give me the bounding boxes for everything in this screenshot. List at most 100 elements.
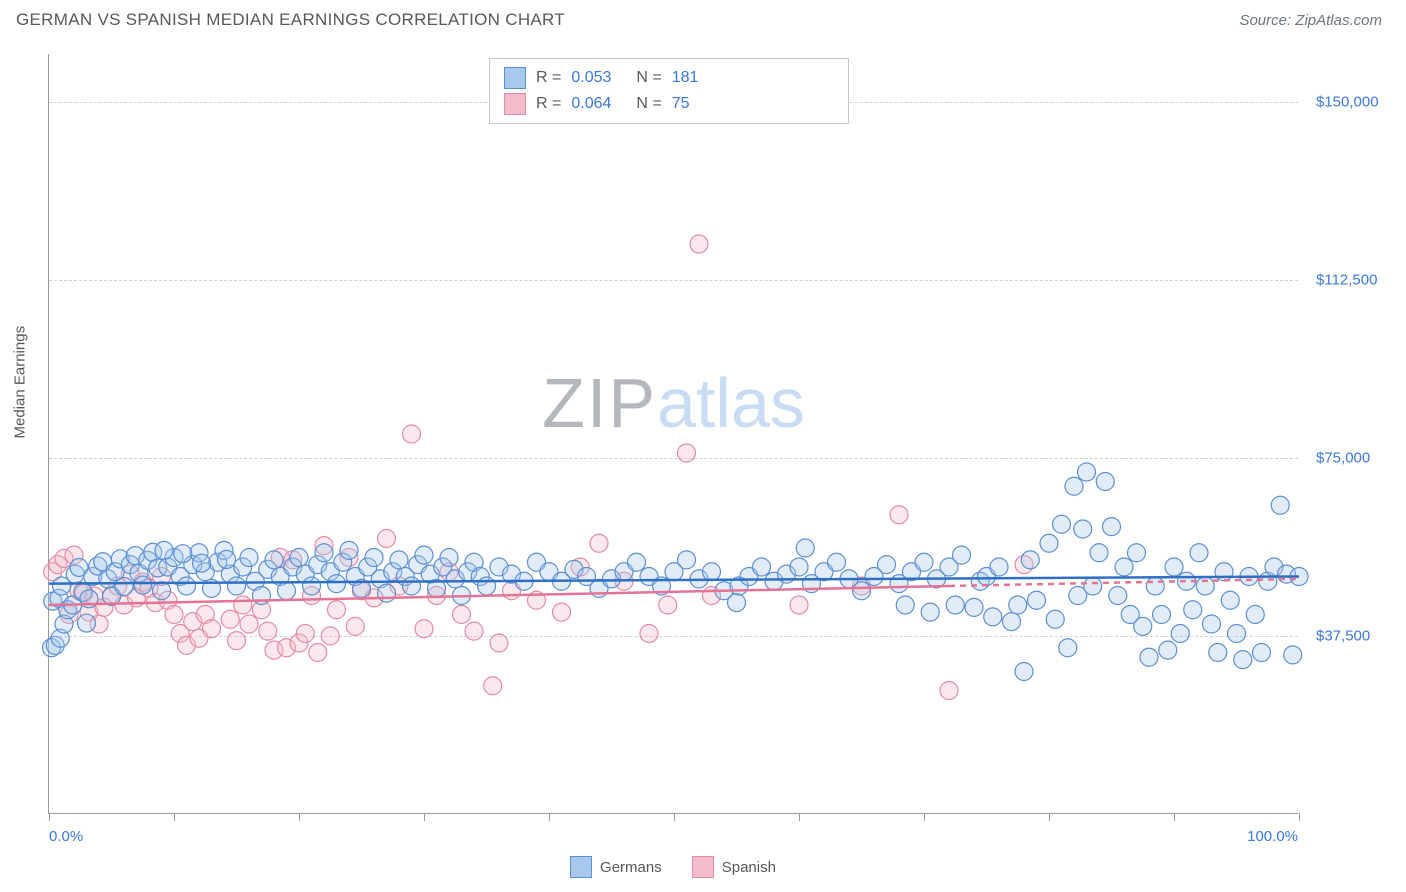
x-axis-max-label: 100.0% xyxy=(1247,828,1298,845)
data-point xyxy=(1284,646,1302,664)
data-point xyxy=(984,608,1002,626)
data-point xyxy=(228,577,246,595)
data-point xyxy=(328,575,346,593)
data-point xyxy=(590,534,608,552)
data-point xyxy=(115,577,133,595)
data-point xyxy=(453,606,471,624)
x-tick xyxy=(1049,813,1050,821)
data-point xyxy=(259,622,277,640)
data-point xyxy=(1190,544,1208,562)
y-tick-label: $75,000 xyxy=(1316,449,1370,466)
x-tick xyxy=(924,813,925,821)
x-tick xyxy=(49,813,50,821)
data-point xyxy=(1153,606,1171,624)
x-tick xyxy=(1174,813,1175,821)
data-point xyxy=(703,563,721,581)
data-point xyxy=(321,627,339,645)
x-axis-min-label: 0.0% xyxy=(49,828,83,845)
data-point xyxy=(1159,641,1177,659)
data-point xyxy=(296,625,314,643)
stats-row-spanish: R = 0.064 N = 75 xyxy=(504,91,834,117)
data-point xyxy=(403,425,421,443)
data-point xyxy=(440,549,458,567)
legend-swatch-spanish xyxy=(692,856,714,878)
n-value-germans: 181 xyxy=(672,69,727,87)
swatch-germans xyxy=(504,67,526,89)
data-point xyxy=(403,577,421,595)
y-tick-label: $150,000 xyxy=(1316,93,1379,110)
data-point xyxy=(1109,587,1127,605)
data-point xyxy=(221,610,239,628)
data-point xyxy=(1003,613,1021,631)
data-point xyxy=(1140,648,1158,666)
x-tick xyxy=(424,813,425,821)
x-tick xyxy=(549,813,550,821)
n-value-spanish: 75 xyxy=(672,95,727,113)
data-point xyxy=(174,545,192,563)
data-point xyxy=(1271,496,1289,514)
data-point xyxy=(1134,617,1152,635)
stats-legend: R = 0.053 N = 181 R = 0.064 N = 75 xyxy=(489,58,849,124)
data-point xyxy=(1096,473,1114,491)
data-point xyxy=(1128,544,1146,562)
data-point xyxy=(828,553,846,571)
source-credit: Source: ZipAtlas.com xyxy=(1239,12,1382,29)
data-point xyxy=(946,596,964,614)
data-point xyxy=(921,603,939,621)
r-value-germans: 0.053 xyxy=(571,69,626,87)
data-point xyxy=(640,625,658,643)
data-point xyxy=(178,577,196,595)
data-point xyxy=(1253,644,1271,662)
data-point xyxy=(478,577,496,595)
data-point xyxy=(1171,625,1189,643)
legend-label-spanish: Spanish xyxy=(722,859,776,876)
r-label-2: R = xyxy=(536,95,561,113)
data-point xyxy=(1090,544,1108,562)
data-point xyxy=(365,549,383,567)
x-tick xyxy=(174,813,175,821)
data-point xyxy=(753,558,771,576)
data-point xyxy=(915,553,933,571)
data-point xyxy=(415,620,433,638)
data-point xyxy=(1209,644,1227,662)
data-point xyxy=(340,541,358,559)
data-point xyxy=(1078,463,1096,481)
data-point xyxy=(1053,515,1071,533)
data-point xyxy=(728,594,746,612)
data-point xyxy=(165,606,183,624)
data-point xyxy=(234,596,252,614)
r-label: R = xyxy=(536,69,561,87)
x-tick xyxy=(1299,813,1300,821)
y-axis-label: Median Earnings xyxy=(12,326,29,439)
data-point xyxy=(990,558,1008,576)
data-point xyxy=(1234,651,1252,669)
swatch-spanish xyxy=(504,93,526,115)
data-point xyxy=(78,614,96,632)
data-point xyxy=(1028,591,1046,609)
data-point xyxy=(953,546,971,564)
data-point xyxy=(203,620,221,638)
data-point xyxy=(890,506,908,524)
data-point xyxy=(265,551,283,569)
data-point xyxy=(1228,625,1246,643)
data-point xyxy=(1059,639,1077,657)
x-tick xyxy=(674,813,675,821)
data-point xyxy=(628,553,646,571)
data-point xyxy=(965,598,983,616)
data-point xyxy=(1246,606,1264,624)
bottom-legend: Germans Spanish xyxy=(48,856,1298,878)
data-point xyxy=(1021,551,1039,569)
data-point xyxy=(378,530,396,548)
data-point xyxy=(218,550,236,568)
data-point xyxy=(390,551,408,569)
data-point xyxy=(853,582,871,600)
data-point xyxy=(484,677,502,695)
data-point xyxy=(1103,518,1121,536)
data-point xyxy=(153,582,171,600)
scatter-svg xyxy=(49,54,1298,813)
data-point xyxy=(1040,534,1058,552)
stats-row-germans: R = 0.053 N = 181 xyxy=(504,65,834,91)
data-point xyxy=(790,596,808,614)
data-point xyxy=(678,444,696,462)
data-point xyxy=(290,549,308,567)
